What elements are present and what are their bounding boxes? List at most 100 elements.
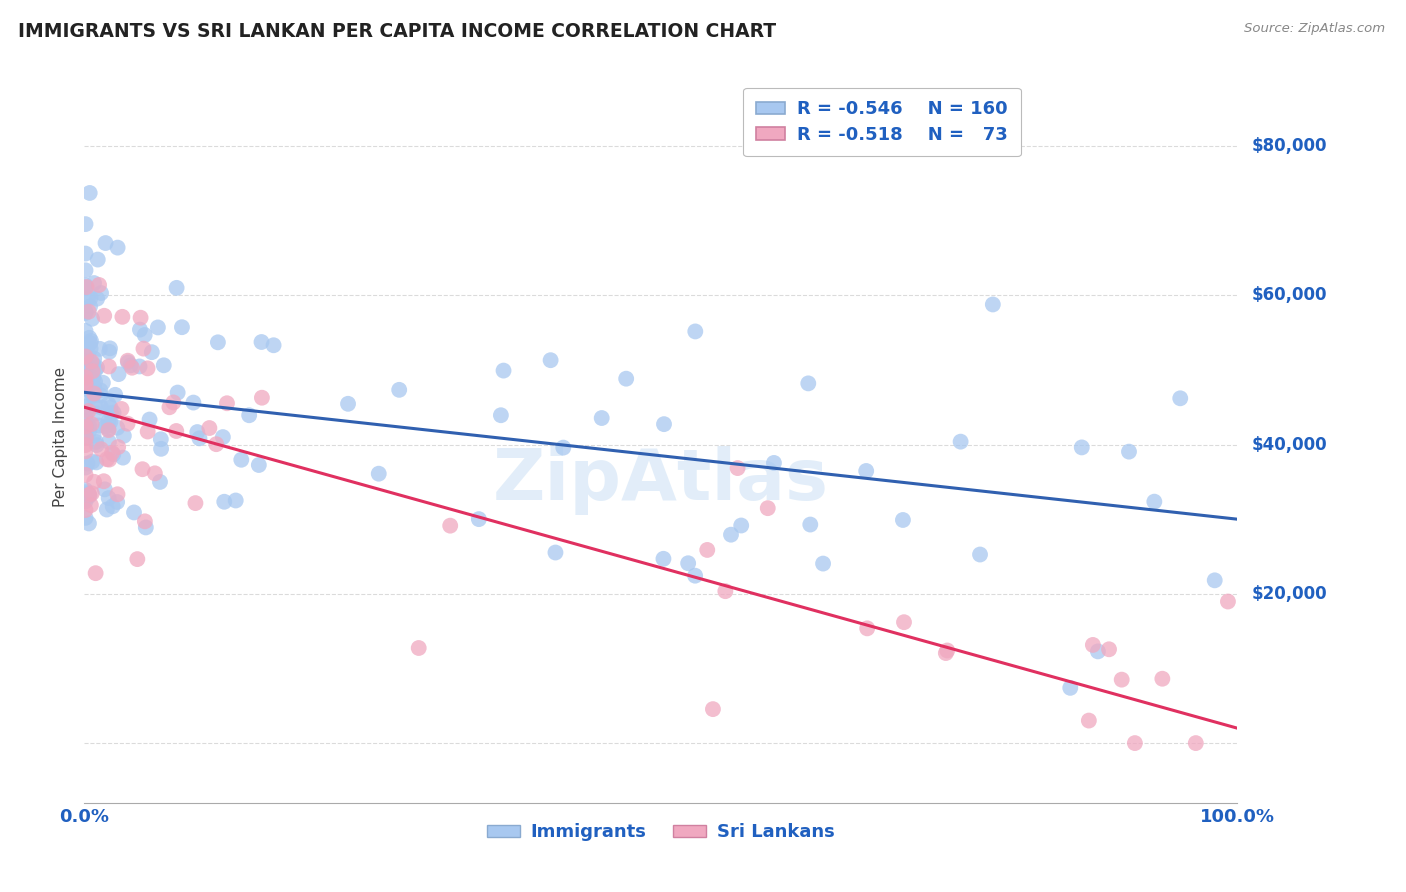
- Point: [97, 491, 120, 505]
- Point: [544, 545, 567, 559]
- Point: [949, 434, 972, 449]
- Point: [105, 421, 128, 435]
- Point: [127, 552, 149, 566]
- Point: [75, 400, 97, 414]
- Point: [89, 384, 111, 398]
- Point: [1070, 441, 1092, 455]
- Point: [231, 452, 253, 467]
- Point: [134, 328, 156, 343]
- Point: [1087, 644, 1109, 658]
- Point: [86, 406, 108, 420]
- Point: [77, 291, 100, 305]
- Point: [75, 278, 97, 293]
- Point: [146, 320, 169, 334]
- Point: [79, 384, 101, 398]
- Point: [75, 494, 97, 508]
- Point: [112, 429, 135, 443]
- Point: [79, 419, 101, 434]
- Point: [250, 334, 273, 349]
- Text: IMMIGRANTS VS SRI LANKAN PER CAPITA INCOME CORRELATION CHART: IMMIGRANTS VS SRI LANKAN PER CAPITA INCO…: [18, 22, 776, 41]
- Point: [799, 517, 821, 532]
- Point: [94, 235, 117, 250]
- Point: [75, 375, 97, 389]
- Point: [86, 438, 108, 452]
- Point: [159, 401, 181, 415]
- Point: [84, 362, 107, 376]
- Point: [186, 425, 208, 439]
- Point: [107, 367, 129, 381]
- Point: [696, 543, 718, 558]
- Point: [170, 320, 193, 334]
- Point: [129, 323, 152, 337]
- Point: [87, 252, 110, 267]
- Point: [83, 358, 105, 372]
- Point: [96, 452, 118, 467]
- Point: [1098, 642, 1121, 657]
- Point: [75, 304, 97, 318]
- Point: [97, 414, 120, 428]
- Point: [1118, 444, 1140, 458]
- Point: [97, 397, 120, 411]
- Point: [75, 503, 97, 517]
- Point: [122, 505, 145, 519]
- Point: [489, 409, 512, 423]
- Point: [762, 456, 785, 470]
- Point: [75, 369, 97, 384]
- Point: [86, 292, 108, 306]
- Point: [1123, 736, 1146, 750]
- Point: [136, 425, 159, 439]
- Point: [97, 423, 120, 437]
- Point: [94, 483, 117, 497]
- Point: [1059, 681, 1081, 695]
- Point: [75, 350, 97, 364]
- Point: [797, 376, 820, 391]
- Point: [183, 395, 205, 409]
- Point: [439, 518, 461, 533]
- Point: [75, 485, 97, 500]
- Point: [138, 412, 160, 426]
- Point: [75, 280, 97, 294]
- Point: [87, 277, 110, 292]
- Text: $20,000: $20,000: [1251, 585, 1327, 603]
- Point: [117, 417, 139, 431]
- Point: [79, 382, 101, 396]
- Point: [149, 432, 172, 446]
- Point: [117, 355, 139, 369]
- Point: [1204, 574, 1226, 588]
- Point: [98, 344, 121, 359]
- Point: [129, 310, 152, 325]
- Point: [1077, 714, 1099, 728]
- Point: [136, 361, 159, 376]
- Point: [207, 335, 229, 350]
- Point: [84, 566, 107, 581]
- Point: [75, 511, 97, 525]
- Point: [97, 359, 120, 374]
- Point: [408, 640, 430, 655]
- Point: [100, 406, 122, 420]
- Point: [101, 500, 124, 514]
- Point: [80, 486, 103, 500]
- Point: [90, 401, 112, 415]
- Point: [936, 643, 959, 657]
- Point: [214, 495, 236, 509]
- Point: [79, 299, 101, 313]
- Point: [77, 370, 100, 384]
- Point: [468, 512, 491, 526]
- Point: [77, 516, 100, 531]
- Point: [86, 360, 108, 375]
- Point: [614, 372, 637, 386]
- Point: [337, 397, 360, 411]
- Point: [87, 418, 110, 433]
- Point: [152, 359, 174, 373]
- Point: [540, 353, 562, 368]
- Point: [89, 342, 111, 356]
- Point: [856, 621, 879, 635]
- Point: [75, 483, 97, 497]
- Point: [83, 351, 105, 366]
- Point: [120, 359, 142, 373]
- Point: [205, 437, 228, 451]
- Text: ZipAtlas: ZipAtlas: [494, 447, 828, 516]
- Point: [90, 442, 112, 457]
- Point: [82, 389, 104, 403]
- Point: [75, 373, 97, 387]
